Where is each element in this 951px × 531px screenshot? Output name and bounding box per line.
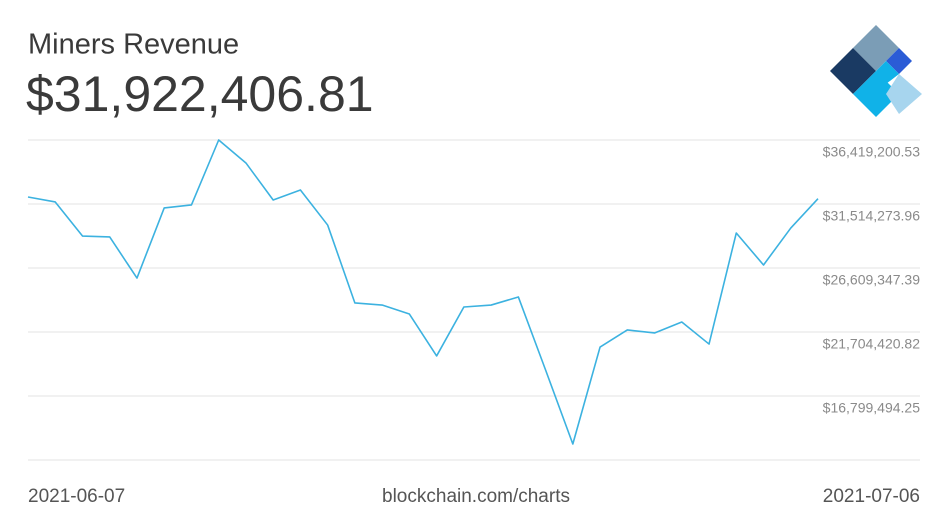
line-series [27, 139, 819, 445]
y-tick-label: $36,419,200.53 [823, 144, 921, 160]
source: blockchain.com/charts [382, 486, 570, 507]
x-tick-label: 2021-06-07 [28, 486, 125, 507]
chart-title: Miners Revenue [28, 29, 239, 61]
y-tick-label: $31,514,273.96 [823, 208, 921, 224]
y-tick-label: $21,704,420.82 [823, 336, 921, 352]
x-tick-label: 2021-07-06 [823, 486, 920, 507]
current-value: $31,922,406.81 [26, 66, 374, 122]
y-tick-label: $16,799,494.25 [823, 400, 921, 416]
logo [830, 25, 922, 117]
y-tick-label: $26,609,347.39 [823, 272, 921, 288]
